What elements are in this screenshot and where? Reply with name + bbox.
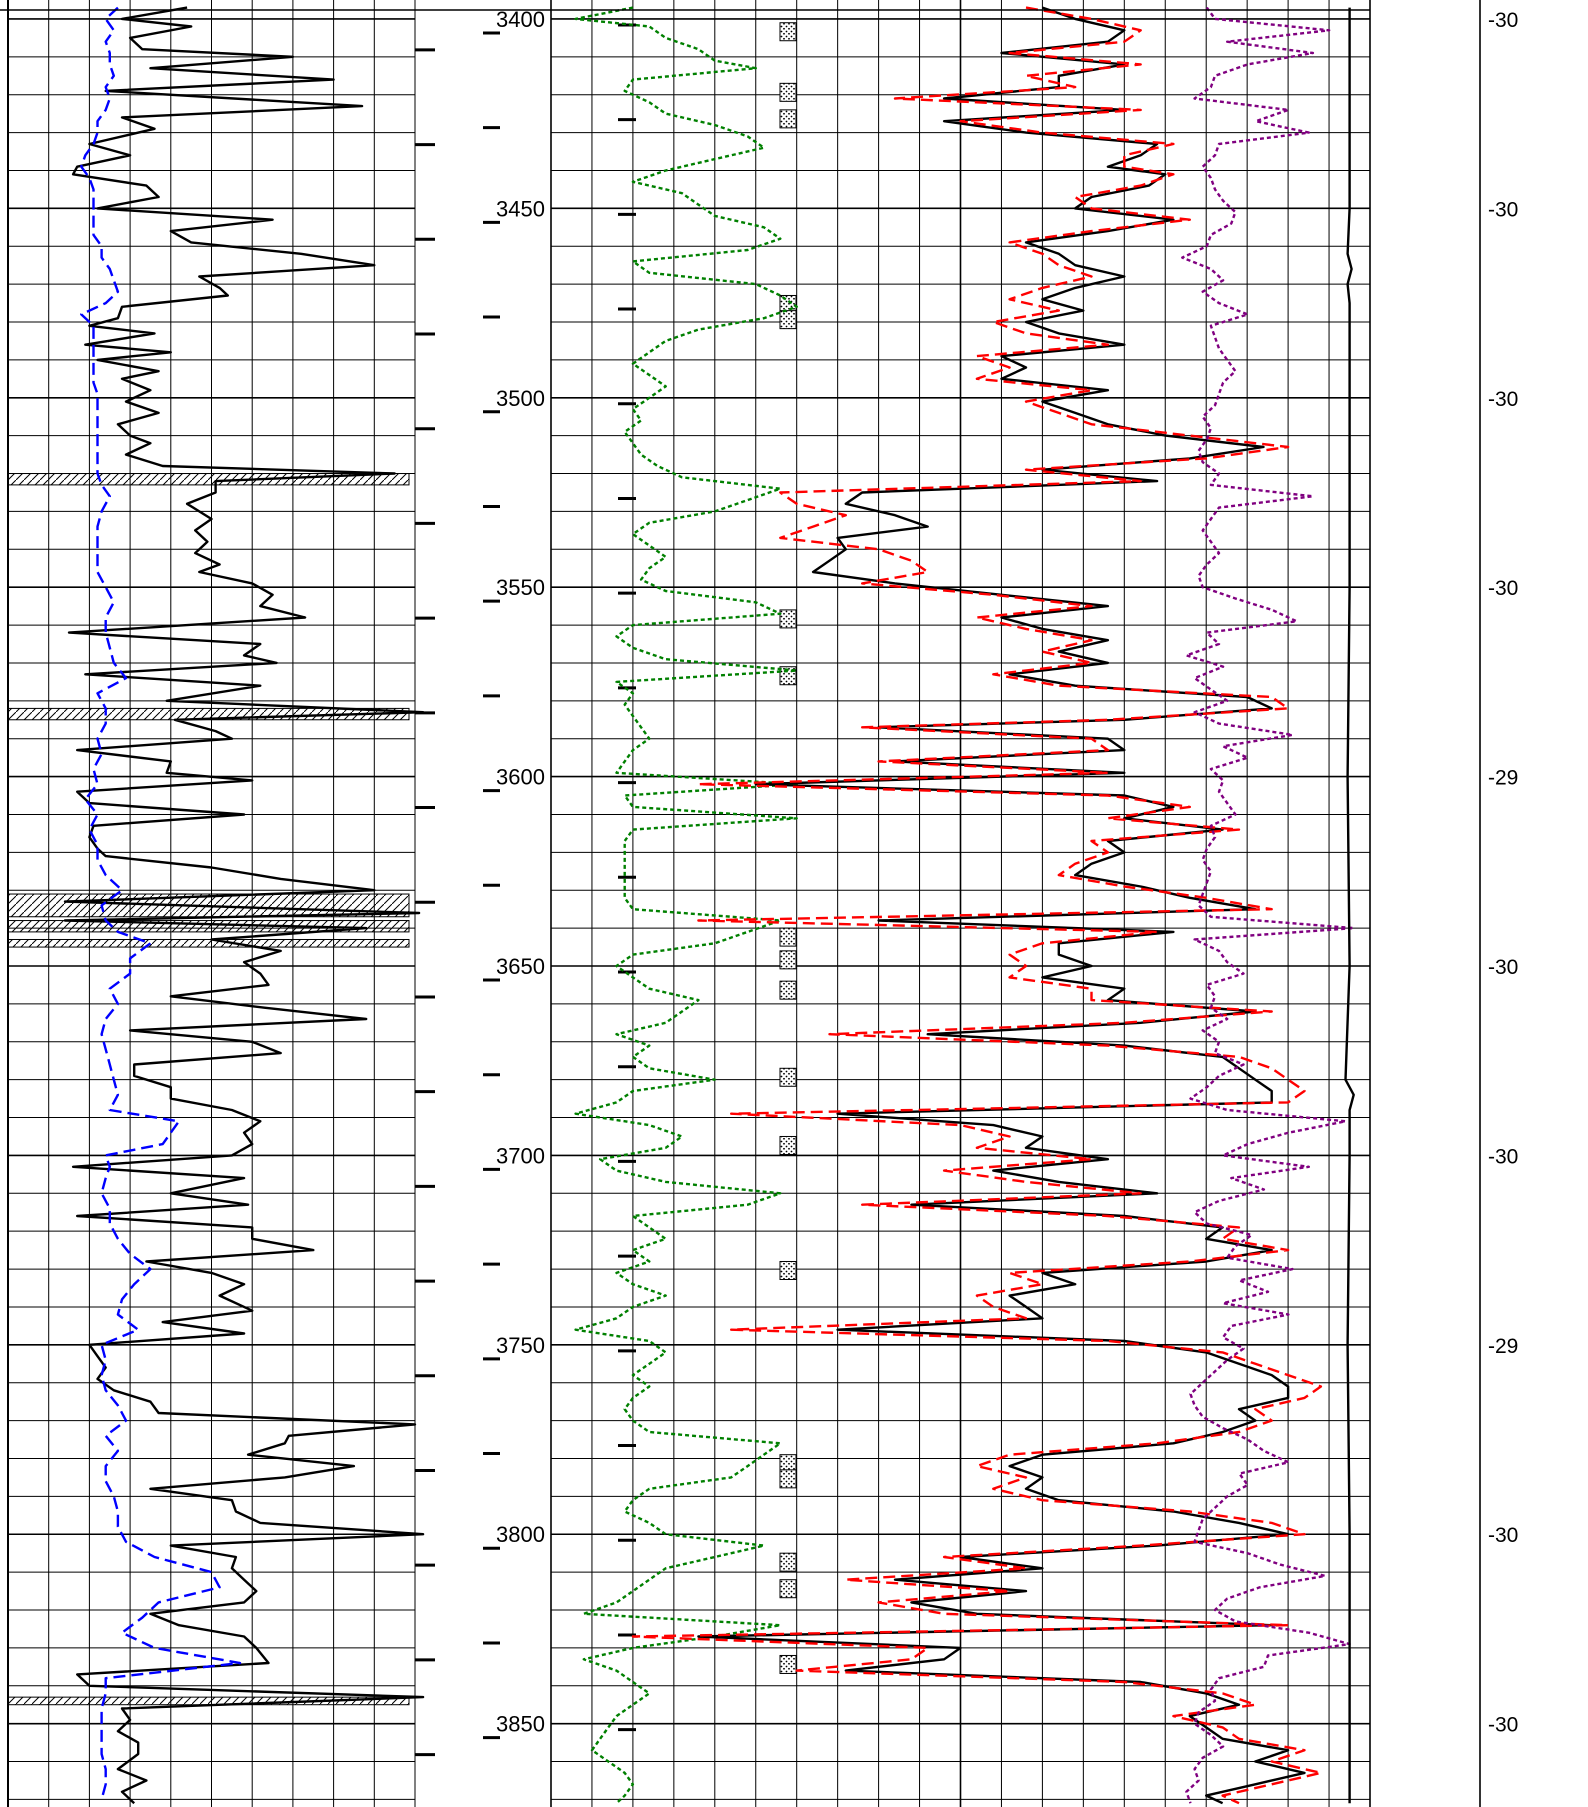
sand-lithology-marker bbox=[779, 609, 797, 629]
sand-lithology-marker bbox=[779, 1067, 797, 1087]
sand-lithology-marker bbox=[779, 950, 797, 970]
middle-track-series-2-curve bbox=[631, 6, 1323, 1805]
scale-label: -30 bbox=[1488, 577, 1518, 600]
depth-label: 3500 bbox=[496, 386, 545, 411]
scale-label: -30 bbox=[1488, 198, 1518, 221]
right-track-series-1-curve bbox=[1344, 7, 1355, 1804]
scale-label-bg bbox=[1484, 953, 1526, 980]
scale-label-bg bbox=[1484, 1331, 1526, 1358]
depth-label: 3750 bbox=[496, 1333, 545, 1358]
scale-label: -29 bbox=[1488, 767, 1518, 790]
depth-label: 3450 bbox=[496, 196, 545, 221]
depth-label: 3800 bbox=[496, 1522, 545, 1547]
middle-track-grid bbox=[550, 0, 1371, 1807]
scale-label: -29 bbox=[1488, 1335, 1518, 1358]
scale-label-bg bbox=[1484, 1710, 1526, 1737]
sand-lithology-marker bbox=[779, 1552, 797, 1572]
scale-label: -30 bbox=[1488, 9, 1518, 32]
sand-lithology-marker bbox=[779, 310, 797, 330]
scale-label-bg bbox=[1484, 1142, 1526, 1169]
sand-lithology-marker bbox=[779, 1579, 797, 1599]
scale-label: -30 bbox=[1488, 1714, 1518, 1737]
left-track-series-1-curve bbox=[80, 6, 242, 1800]
right-track: -30 -30 -30 -30 -29 -30 -30 -29 -30 -30 bbox=[1181, 0, 1526, 1807]
scale-label-bg bbox=[1484, 574, 1526, 601]
sand-lithology-marker bbox=[779, 1469, 797, 1489]
depth-label: 3600 bbox=[496, 765, 545, 790]
left-track-grid bbox=[7, 0, 416, 1807]
scale-label-bg bbox=[1484, 195, 1526, 222]
shale-hatch-band bbox=[7, 938, 410, 948]
sand-lithology-marker bbox=[779, 927, 797, 947]
sand-lithology-marker bbox=[779, 82, 797, 102]
scale-label: -30 bbox=[1488, 1145, 1518, 1168]
depth-label: 3550 bbox=[496, 575, 545, 600]
scale-label-bg bbox=[1484, 5, 1526, 32]
scale-label-bg bbox=[1484, 384, 1526, 411]
sand-lithology-marker bbox=[779, 109, 797, 129]
scale-label: -30 bbox=[1488, 1524, 1518, 1547]
sand-lithology-marker bbox=[779, 1135, 797, 1155]
left-track bbox=[7, 0, 425, 1807]
scale-label-bg bbox=[1484, 763, 1526, 790]
left-track-series-0-curve bbox=[63, 6, 425, 1805]
depth-track: 3400 3450 3500 3550 3600 3650 3700 3750 3800 3850 bbox=[415, 7, 636, 1757]
depth-label: 3400 bbox=[496, 7, 545, 32]
depth-label: 3650 bbox=[496, 954, 545, 979]
depth-label: 3850 bbox=[496, 1712, 545, 1737]
scale-label-bg bbox=[1484, 1521, 1526, 1548]
middle-track bbox=[550, 0, 1371, 1807]
scale-label: -30 bbox=[1488, 956, 1518, 979]
scale-label: -30 bbox=[1488, 388, 1518, 411]
sand-lithology-marker bbox=[779, 980, 797, 1000]
sand-lithology-marker bbox=[779, 1260, 797, 1280]
middle-track-series-0-curve bbox=[574, 6, 798, 1805]
sand-lithology-marker bbox=[779, 22, 797, 42]
depth-label: 3700 bbox=[496, 1143, 545, 1168]
sand-lithology-marker bbox=[779, 1654, 797, 1674]
